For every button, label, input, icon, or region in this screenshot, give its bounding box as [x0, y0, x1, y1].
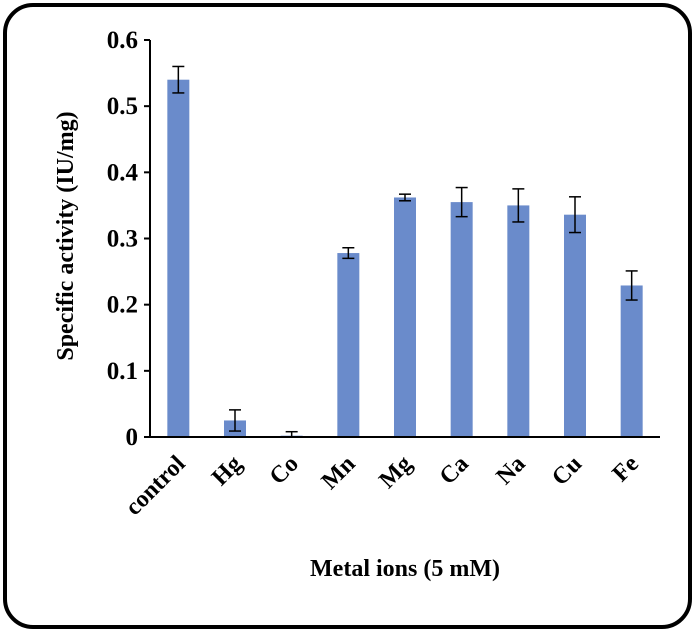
y-tick-label: 0.6 — [107, 27, 138, 54]
axes — [149, 40, 660, 438]
x-tick-label: Ca — [435, 451, 474, 490]
x-tick-label: Mg — [374, 451, 417, 494]
error-bars — [172, 65, 638, 438]
x-tick-label: Hg — [207, 451, 247, 491]
x-axis-labels: control Hg Co Mn Mg Ca Na Cu Fe — [121, 451, 645, 521]
bar — [507, 205, 530, 437]
bars — [167, 79, 643, 437]
x-tick-label: Cu — [547, 451, 587, 491]
bar — [167, 79, 190, 437]
bar — [450, 202, 473, 437]
bar — [394, 197, 416, 437]
y-tick-label: 0.1 — [107, 358, 138, 385]
y-axis-ticks: 0 0.1 0.2 0.3 0.4 0.5 0.6 — [107, 27, 150, 451]
bar — [564, 214, 586, 437]
x-tick-label: control — [121, 451, 191, 521]
y-tick-label: 0.2 — [107, 292, 138, 319]
x-tick-label: Na — [491, 451, 530, 490]
y-axis-title: Specific activity (IU/mg) — [53, 111, 79, 360]
y-tick-label: 0.5 — [107, 93, 138, 120]
y-tick-label: 0 — [126, 424, 139, 451]
x-tick-label: Co — [265, 451, 304, 490]
bar — [337, 253, 360, 437]
x-tick-label: Mn — [317, 451, 361, 495]
x-tick-label: Fe — [608, 451, 645, 488]
bar — [620, 285, 643, 437]
y-tick-label: 0.4 — [107, 159, 139, 186]
y-tick-label: 0.3 — [107, 226, 138, 253]
x-axis-title: Metal ions (5 mM) — [310, 556, 500, 582]
